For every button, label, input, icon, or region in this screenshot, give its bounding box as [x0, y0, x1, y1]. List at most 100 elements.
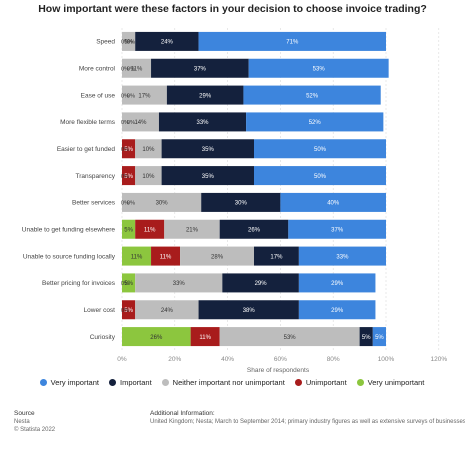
x-axis-title: Share of respondents	[247, 367, 310, 374]
legend-item[interactable]: Important	[108, 378, 152, 387]
data-label: 37%	[194, 67, 207, 73]
legend-dot-icon	[356, 379, 364, 386]
bar-segment	[122, 85, 167, 105]
x-tick-label: 60%	[274, 356, 287, 363]
category-label: Unable to source funding locally	[23, 253, 116, 260]
bar-segment	[135, 300, 199, 320]
category-label: Ease of use	[81, 92, 116, 99]
data-label: 5%	[124, 174, 133, 180]
bar-segment	[122, 300, 136, 320]
zero-data-label: 0%	[121, 281, 129, 287]
category-label: Better services	[72, 200, 116, 207]
data-label: 29%	[255, 281, 268, 287]
bar-segment	[190, 327, 220, 347]
bar-segment	[288, 219, 386, 239]
legend-dot-icon	[108, 379, 116, 386]
data-label: 53%	[284, 335, 297, 341]
bar-segment	[151, 58, 249, 78]
data-label: 35%	[202, 174, 215, 180]
legend-item[interactable]: Very unimportant	[356, 378, 424, 387]
bar-segment	[161, 139, 254, 159]
data-label: 33%	[197, 120, 210, 126]
data-label: 35%	[202, 147, 215, 153]
x-tick-label: 100%	[378, 356, 395, 363]
data-label: 52%	[306, 93, 319, 99]
data-label: 37%	[331, 228, 344, 234]
x-tick-label: 0%	[117, 356, 127, 363]
data-label: 11%	[131, 254, 143, 260]
bar-segment	[158, 112, 247, 132]
category-labels: Speed More control Ease of use More flexibl…	[22, 39, 116, 341]
data-label: 29%	[199, 93, 212, 99]
bar-segment	[180, 246, 254, 266]
data-label: 30%	[235, 201, 248, 207]
bar-segment	[201, 192, 281, 212]
bar-segment	[243, 85, 381, 105]
zero-data-label: 0%	[127, 120, 135, 126]
legend-item[interactable]: Neither important nor unimportant	[161, 378, 285, 387]
legend-item[interactable]: Very important	[39, 378, 99, 387]
data-label: 17%	[270, 254, 283, 260]
data-label: 11%	[199, 335, 211, 341]
data-label: 29%	[331, 308, 344, 314]
grid-lines	[121, 28, 440, 350]
bar-segment	[166, 85, 244, 105]
data-label: 53%	[313, 67, 326, 73]
copyright-line: © Statista 2022	[14, 427, 56, 433]
zero-data-label: 0%	[121, 93, 129, 99]
zero-data-label: 0%	[127, 40, 135, 46]
legend-dot-icon	[39, 379, 47, 386]
bar-segment	[135, 166, 162, 186]
data-label: 28%	[211, 254, 224, 260]
bar-segment	[248, 58, 389, 78]
data-label: 17%	[138, 93, 151, 99]
data-label: 10%	[142, 174, 155, 180]
data-label: 26%	[150, 335, 163, 341]
data-label: 71%	[286, 40, 299, 46]
bar-segment	[135, 139, 162, 159]
category-label: Lower cost	[84, 307, 116, 314]
legend-item[interactable]: Unimportant	[294, 378, 347, 387]
bar-segment	[161, 166, 254, 186]
data-label: 38%	[243, 308, 256, 314]
data-label: 5%	[124, 228, 133, 234]
legend-dot-icon	[161, 379, 169, 386]
category-label: Unable to get funding elsewhere	[22, 227, 116, 234]
bar-segment	[135, 31, 199, 51]
data-label: 5%	[124, 281, 133, 287]
data-label: 5%	[124, 40, 133, 46]
bar-segment	[246, 112, 384, 132]
data-label: 40%	[327, 201, 340, 207]
data-label: 52%	[309, 120, 322, 126]
data-label: 11%	[144, 228, 156, 234]
bar-segment	[135, 219, 165, 239]
bar-segment	[135, 273, 223, 293]
category-label: More control	[79, 66, 116, 73]
data-label: 24%	[161, 40, 174, 46]
zero-data-label: 0%	[121, 174, 129, 180]
source-line[interactable]: Nesta	[14, 419, 30, 425]
x-tick-label: 80%	[327, 356, 340, 363]
bar-segment	[254, 139, 386, 159]
data-label: 29%	[331, 281, 344, 287]
data-label: 21%	[186, 228, 199, 234]
bar-segment	[298, 246, 386, 266]
footer-additional-info: Additional Information: United Kingdom; …	[150, 410, 465, 426]
category-label: Speed	[96, 39, 115, 46]
zero-data-label: 0%	[127, 67, 135, 73]
bar-segment	[280, 192, 386, 212]
bar-segment	[122, 273, 136, 293]
bar-segment	[298, 300, 376, 320]
bar-segment	[219, 327, 360, 347]
bar-segment	[122, 219, 136, 239]
data-labels: 5% 24% 71%0%0%11% 37% 53%0%0%17% 29% 52%0%0%14…	[121, 40, 384, 341]
data-label: 5%	[124, 147, 133, 153]
data-label: 50%	[314, 147, 327, 153]
data-label: 5%	[362, 335, 371, 341]
x-tick-label: 40%	[221, 356, 234, 363]
category-label: Transparency	[76, 173, 116, 180]
x-tick-labels: 0% 20% 40% 60% 80% 100% 120%	[117, 356, 447, 363]
footer-source: Source Nesta © Statista 2022	[14, 410, 55, 434]
bar-segment	[122, 139, 136, 159]
category-label: More flexible terms	[60, 119, 116, 126]
